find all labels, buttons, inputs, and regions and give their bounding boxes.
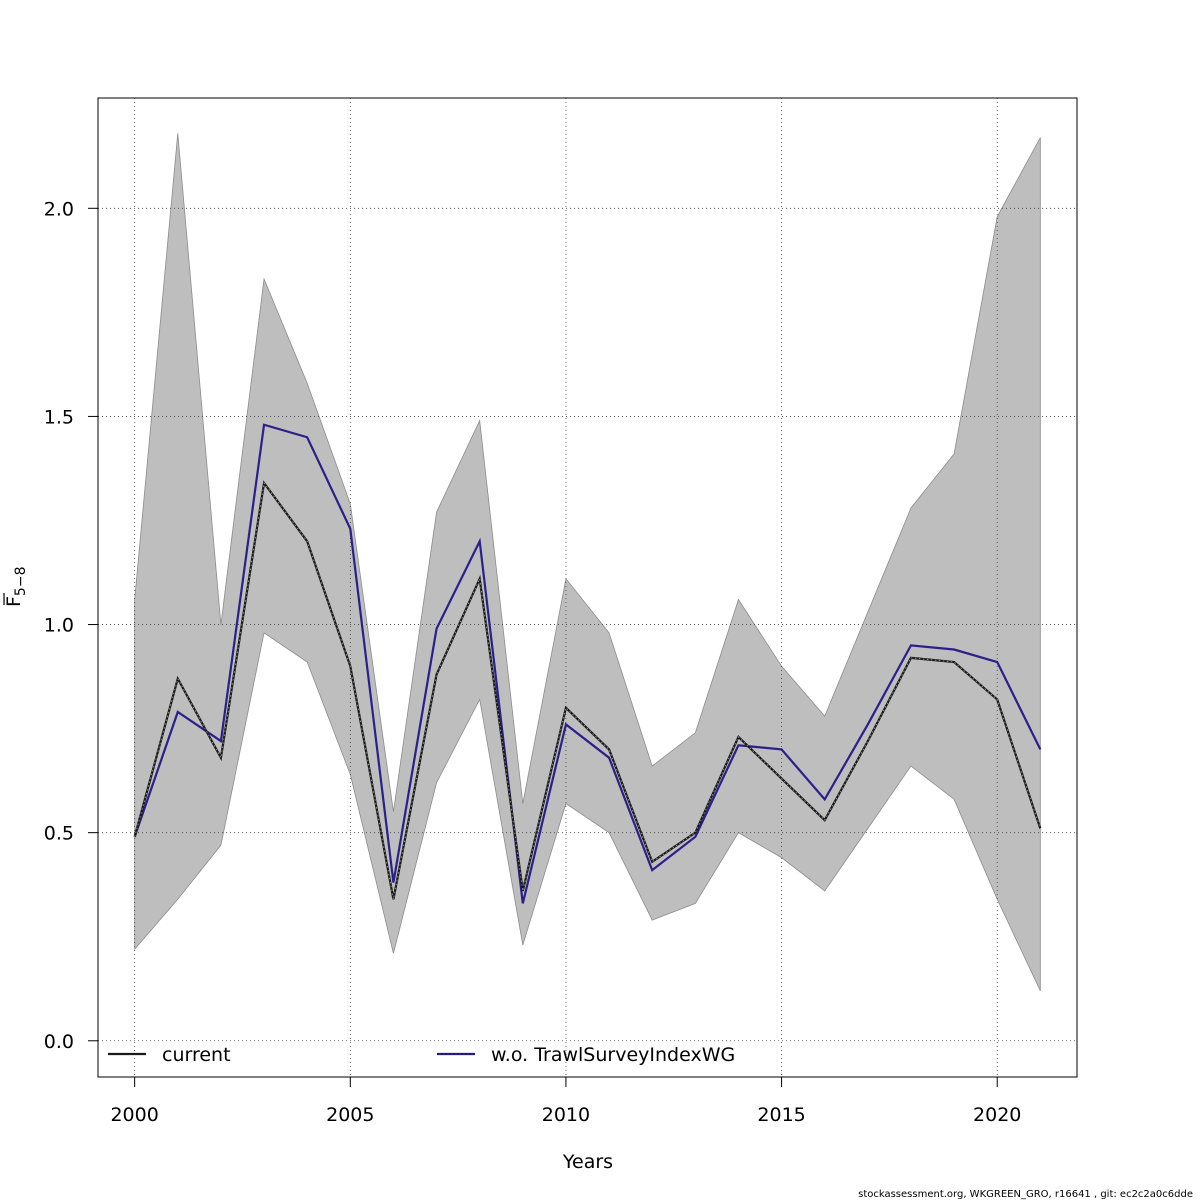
legend: current w.o. TrawlSurveyIndexWG (108, 1044, 735, 1066)
x-tick-label-4: 2020 (973, 1104, 1021, 1126)
x-tick-label-3: 2015 (757, 1104, 805, 1126)
y-axis: 0.0 0.5 1.0 1.5 2.0 (44, 198, 99, 1053)
confidence-band (134, 133, 1041, 992)
x-tick-label-1: 2005 (326, 1104, 374, 1126)
y-tick-label-4: 2.0 (44, 198, 74, 220)
x-axis: 2000 2005 2010 2015 2020 (110, 1076, 1021, 1126)
legend-item-wo-trawl: w.o. TrawlSurveyIndexWG (437, 1044, 735, 1066)
svg-text:F5−8: F5−8 (3, 567, 29, 607)
legend-label-wo-trawl: w.o. TrawlSurveyIndexWG (491, 1044, 735, 1066)
x-tick-label-0: 2000 (110, 1104, 158, 1126)
y-tick-label-1: 0.5 (44, 823, 74, 845)
legend-item-current: current (108, 1044, 231, 1066)
series-line-0-dotted-overlay (134, 481, 1041, 900)
x-tick-label-2: 2010 (542, 1104, 590, 1126)
footer-credit: stockassessment.org, WKGREEN_GRO, r16641… (858, 1189, 1193, 1200)
series-layer (133, 423, 1042, 904)
x-axis-title: Years (562, 1151, 613, 1173)
series-line-1 (133, 423, 1042, 904)
legend-label-current: current (162, 1044, 231, 1066)
y-tick-label-3: 1.5 (44, 406, 74, 428)
y-tick-label-0: 0.0 (44, 1031, 74, 1053)
y-axis-title-main: F (3, 596, 25, 607)
y-axis-title: F5−8 (3, 567, 29, 607)
y-axis-title-subscript: 5−8 (13, 567, 29, 597)
confidence-band-layer (134, 133, 1041, 992)
y-tick-label-2: 1.0 (44, 615, 74, 637)
